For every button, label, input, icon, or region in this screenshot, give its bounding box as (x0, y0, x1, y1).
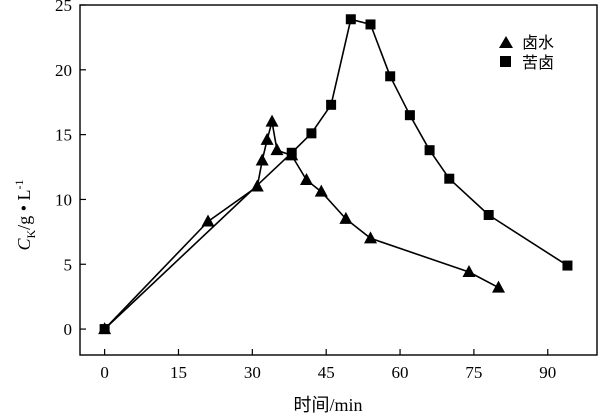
x-tick-label: 75 (465, 363, 482, 382)
legend-label-bittern: 苦卤 (522, 53, 554, 72)
axes (79, 4, 598, 356)
data-point-brine (201, 214, 215, 227)
legend-marker-triangle (499, 36, 513, 48)
plot-area: 0 15 30 45 60 75 90 0 5 10 15 20 25 (55, 0, 598, 382)
data-point-brine (260, 132, 274, 145)
y-axis-ticks: 0 5 10 15 20 25 (55, 0, 86, 339)
legend-marker-square (500, 56, 511, 67)
y-axis-title-main: C (14, 238, 34, 251)
y-tick-label: 20 (55, 61, 72, 80)
data-point-bittern (385, 71, 396, 82)
data-point-brine (299, 173, 313, 185)
series-line-brine (104, 120, 499, 330)
data-point-brine (265, 114, 279, 127)
x-axis-title: 时间/min (293, 395, 362, 415)
data-point-brine (492, 280, 506, 293)
series-brine (98, 114, 506, 335)
x-tick-label: 60 (392, 363, 409, 382)
data-point-bittern (286, 147, 297, 158)
x-tick-label: 0 (100, 363, 109, 382)
data-point-brine (255, 153, 269, 166)
series-layer (98, 14, 573, 335)
y-tick-label: 10 (55, 190, 72, 209)
legend: 卤水 苦卤 (499, 33, 554, 72)
x-tick-label: 45 (318, 363, 335, 382)
data-point-brine (270, 143, 284, 156)
legend-label-brine: 卤水 (522, 33, 554, 52)
data-point-bittern (99, 324, 110, 335)
data-point-bittern (424, 145, 435, 156)
x-tick-label: 15 (170, 363, 187, 382)
data-point-bittern (345, 14, 356, 25)
y-axis-title-sup: -1 (12, 180, 26, 190)
y-tick-label: 25 (55, 0, 72, 15)
x-tick-label: 30 (244, 363, 261, 382)
series-bittern (99, 14, 573, 335)
data-point-brine (314, 184, 328, 197)
y-tick-label: 5 (64, 255, 73, 274)
legend-item-bittern: 苦卤 (500, 53, 554, 72)
data-point-bittern (326, 99, 337, 110)
data-point-bittern (306, 128, 317, 139)
data-point-brine (339, 211, 353, 224)
y-tick-label: 15 (55, 126, 72, 145)
y-tick-label: 0 (64, 320, 73, 339)
y-axis-title-unit: /g • L (14, 190, 34, 230)
x-tick-label: 90 (539, 363, 556, 382)
data-point-bittern (444, 173, 455, 184)
y-axis-title-sub: K (24, 229, 38, 238)
legend-item-brine: 卤水 (499, 33, 554, 52)
plot-frame (79, 4, 598, 356)
data-point-bittern (562, 260, 573, 271)
data-point-bittern (483, 210, 494, 220)
data-point-bittern (404, 110, 415, 121)
x-axis-ticks: 0 15 30 45 60 75 90 (100, 349, 556, 382)
y-axis-title: CK/g • L-1 (12, 180, 38, 251)
data-point-brine (364, 231, 378, 244)
data-point-bittern (365, 19, 376, 30)
data-point-brine (462, 265, 476, 278)
